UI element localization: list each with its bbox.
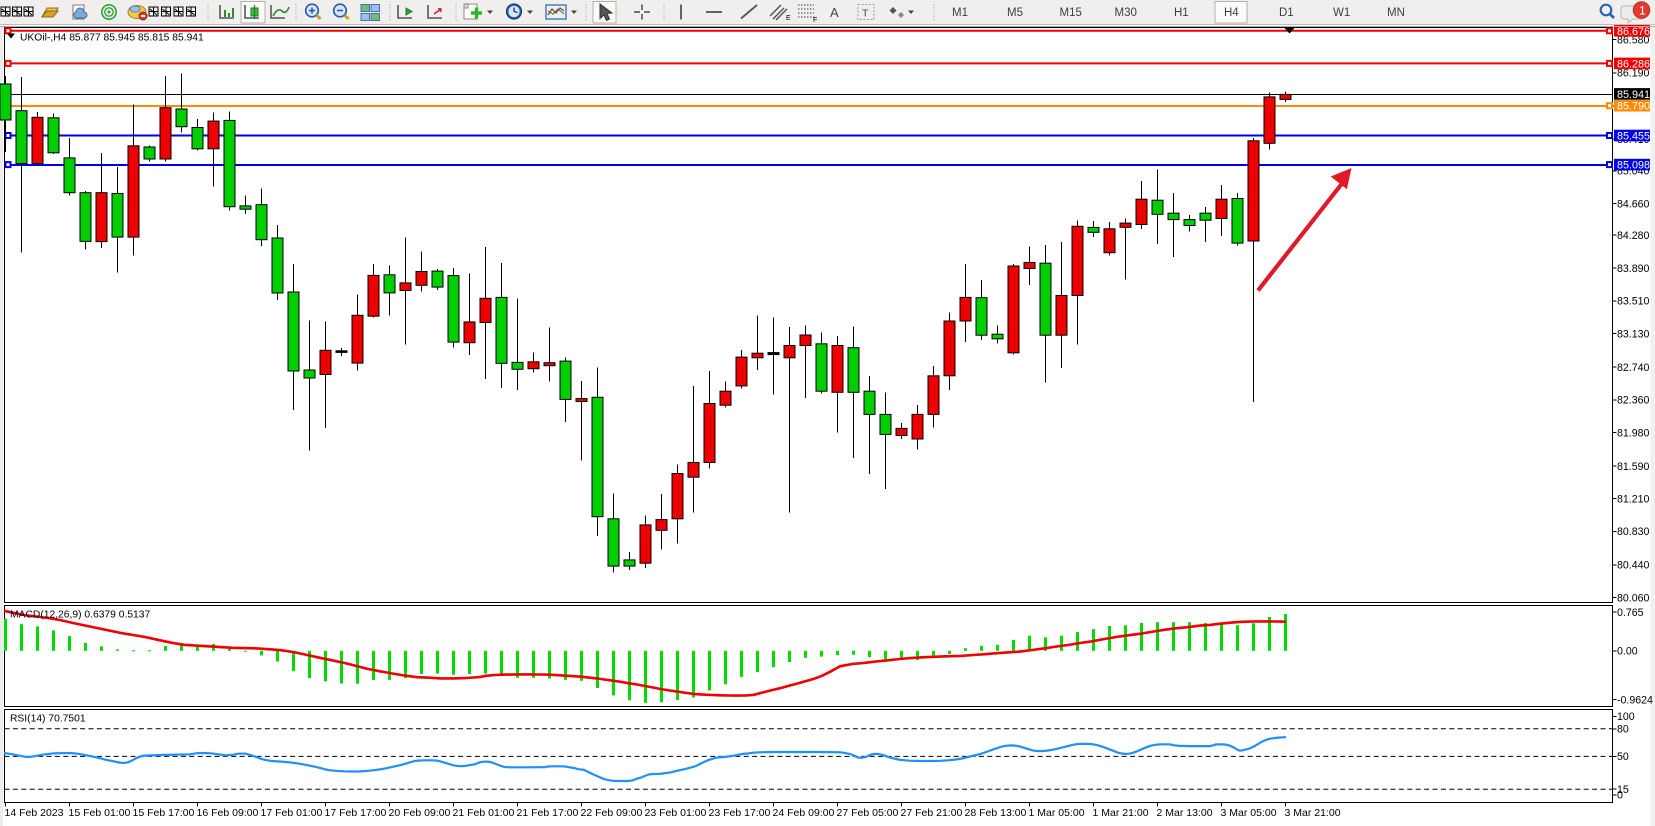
svg-text:86.676: 86.676 xyxy=(1617,26,1650,38)
svg-text:82.740: 82.740 xyxy=(1617,362,1650,374)
svg-text:UKOil-,H4 85.877 85.945 85.81: UKOil-,H4 85.877 85.945 85.815 85.941 xyxy=(20,33,204,44)
svg-text:W1: W1 xyxy=(1333,7,1350,19)
svg-text:22 Feb 09:00: 22 Feb 09:00 xyxy=(581,807,643,819)
svg-text:80.440: 80.440 xyxy=(1617,560,1650,572)
svg-text:85.790: 85.790 xyxy=(1617,101,1650,113)
svg-text:M5: M5 xyxy=(1007,7,1023,19)
svg-text:81.590: 81.590 xyxy=(1617,461,1650,473)
svg-text:15 Feb 17:00: 15 Feb 17:00 xyxy=(133,807,195,819)
svg-text:21 Feb 01:00: 21 Feb 01:00 xyxy=(453,807,515,819)
svg-text:RSI(14) 70.7501: RSI(14) 70.7501 xyxy=(10,714,86,725)
svg-text:83.510: 83.510 xyxy=(1617,296,1650,308)
svg-text:MN: MN xyxy=(1387,7,1405,19)
svg-text:M15: M15 xyxy=(1060,7,1082,19)
svg-text:84.280: 84.280 xyxy=(1617,230,1650,242)
svg-text:14 Feb 2023: 14 Feb 2023 xyxy=(5,807,64,819)
svg-text:27 Feb 21:00: 27 Feb 21:00 xyxy=(901,807,963,819)
svg-text:86.580: 86.580 xyxy=(1617,34,1650,46)
svg-text:T: T xyxy=(862,8,869,20)
svg-text:85.941: 85.941 xyxy=(1617,89,1650,101)
svg-text:20 Feb 09:00: 20 Feb 09:00 xyxy=(389,807,451,819)
svg-text:16 Feb 09:00: 16 Feb 09:00 xyxy=(197,807,259,819)
svg-text:80: 80 xyxy=(1617,724,1629,736)
svg-text:85.455: 85.455 xyxy=(1617,131,1650,143)
svg-text:21 Feb 17:00: 21 Feb 17:00 xyxy=(517,807,579,819)
svg-text:2 Mar 13:00: 2 Mar 13:00 xyxy=(1157,807,1213,819)
svg-text:1 Mar 21:00: 1 Mar 21:00 xyxy=(1093,807,1149,819)
svg-text:0: 0 xyxy=(1617,790,1623,802)
svg-text:3 Mar 21:00: 3 Mar 21:00 xyxy=(1285,807,1341,819)
svg-text:85.098: 85.098 xyxy=(1617,160,1650,172)
svg-text:17 Feb 17:00: 17 Feb 17:00 xyxy=(325,807,387,819)
svg-text:F: F xyxy=(813,17,817,24)
svg-text:A: A xyxy=(830,5,839,20)
svg-text:M1: M1 xyxy=(952,7,968,19)
svg-text:23 Feb 01:00: 23 Feb 01:00 xyxy=(645,807,707,819)
svg-text:0.00: 0.00 xyxy=(1617,646,1638,658)
svg-text:17 Feb 01:00: 17 Feb 01:00 xyxy=(261,807,323,819)
svg-text:27 Feb 05:00: 27 Feb 05:00 xyxy=(837,807,899,819)
svg-text:83.890: 83.890 xyxy=(1617,263,1650,275)
svg-text:MACD(12,26,9) 0.6379 0.5137: MACD(12,26,9) 0.6379 0.5137 xyxy=(10,610,151,621)
svg-text:15: 15 xyxy=(1617,784,1629,796)
svg-text:28 Feb 13:00: 28 Feb 13:00 xyxy=(965,807,1027,819)
svg-text:86.190: 86.190 xyxy=(1617,68,1650,80)
svg-text:H1: H1 xyxy=(1174,7,1189,19)
svg-text:D1: D1 xyxy=(1279,7,1294,19)
svg-text:50: 50 xyxy=(1617,751,1629,763)
svg-text:-0.9624: -0.9624 xyxy=(1617,694,1653,706)
svg-text:81.210: 81.210 xyxy=(1617,494,1650,506)
svg-text:E: E xyxy=(786,15,791,22)
svg-text:86.286: 86.286 xyxy=(1617,58,1650,70)
svg-text:1 Mar 05:00: 1 Mar 05:00 xyxy=(1029,807,1085,819)
svg-text:3 Mar 05:00: 3 Mar 05:00 xyxy=(1221,807,1277,819)
svg-text:1: 1 xyxy=(1639,3,1646,17)
svg-text:84.660: 84.660 xyxy=(1617,198,1650,210)
svg-text:15 Feb 01:00: 15 Feb 01:00 xyxy=(69,807,131,819)
svg-text:23 Feb 17:00: 23 Feb 17:00 xyxy=(709,807,771,819)
svg-text:0.765: 0.765 xyxy=(1617,607,1644,619)
svg-text:24 Feb 09:00: 24 Feb 09:00 xyxy=(773,807,835,819)
svg-text:83.130: 83.130 xyxy=(1617,328,1650,340)
svg-text:81.980: 81.980 xyxy=(1617,427,1650,439)
svg-text:M30: M30 xyxy=(1115,7,1137,19)
svg-text:100: 100 xyxy=(1617,711,1635,723)
svg-text:H4: H4 xyxy=(1224,7,1239,19)
svg-text:82.360: 82.360 xyxy=(1617,395,1650,407)
svg-text:80.830: 80.830 xyxy=(1617,526,1650,538)
svg-text:80.060: 80.060 xyxy=(1617,592,1650,604)
